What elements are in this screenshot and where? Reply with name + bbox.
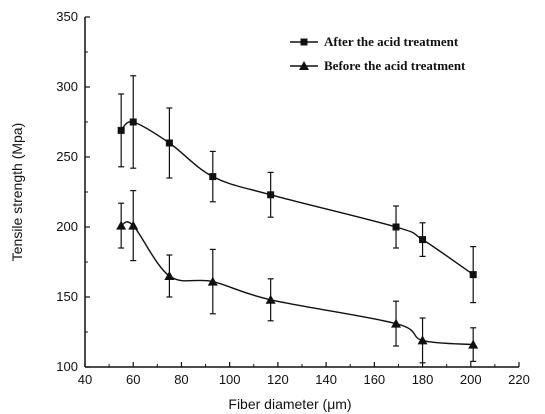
- data-point: [165, 139, 173, 147]
- series-1: [117, 75, 477, 304]
- y-tick-label: 350: [56, 9, 78, 24]
- y-tick-label: 250: [56, 149, 78, 164]
- x-tick-label: 80: [174, 372, 188, 387]
- data-point: [209, 173, 217, 181]
- legend-label: After the acid treatment: [324, 34, 459, 49]
- legend-entry: After the acid treatment: [290, 34, 459, 49]
- y-axis-label: Tensile strength (Mpa): [9, 123, 25, 262]
- legend-marker: [299, 61, 309, 70]
- series-line: [120, 121, 474, 276]
- x-tick-label: 120: [267, 372, 289, 387]
- axes: 100 150 200 250 300 350 40 60 80 100 120 140 160 180 2…: [56, 9, 530, 387]
- data-point: [391, 318, 402, 328]
- data-point: [419, 236, 427, 244]
- x-axis-label: Fiber diameter (μm): [228, 396, 351, 412]
- series-line: [120, 221, 474, 346]
- data-point: [392, 223, 400, 231]
- x-tick-label: 200: [460, 372, 482, 387]
- x-tick-label: 60: [126, 372, 140, 387]
- legend: After the acid treatment Before the acid …: [290, 34, 466, 73]
- legend-entry: Before the acid treatment: [290, 58, 466, 73]
- legend-marker: [300, 38, 308, 46]
- data-point: [164, 271, 175, 280]
- data-point: [267, 191, 275, 199]
- y-tick-label: 100: [56, 359, 78, 374]
- data-point: [129, 118, 137, 126]
- series-2: [116, 190, 479, 364]
- x-tick-label: 180: [412, 372, 434, 387]
- data-point: [207, 276, 218, 286]
- x-tick-label: 40: [78, 372, 92, 387]
- legend-label: Before the acid treatment: [324, 58, 466, 73]
- data-point: [116, 220, 127, 230]
- x-tick-label: 140: [315, 372, 337, 387]
- y-tick-label: 150: [56, 289, 78, 304]
- x-tick-label: 100: [219, 372, 241, 387]
- data-point: [469, 271, 477, 279]
- data-point: [265, 294, 276, 304]
- y-tick-label: 200: [56, 219, 78, 234]
- data-point: [117, 126, 125, 134]
- x-tick-label: 160: [363, 372, 385, 387]
- series-layer: [116, 75, 479, 364]
- x-tick-label: 220: [508, 372, 530, 387]
- data-point: [417, 335, 428, 345]
- data-point: [128, 220, 139, 230]
- y-tick-label: 300: [56, 79, 78, 94]
- data-point: [468, 339, 479, 349]
